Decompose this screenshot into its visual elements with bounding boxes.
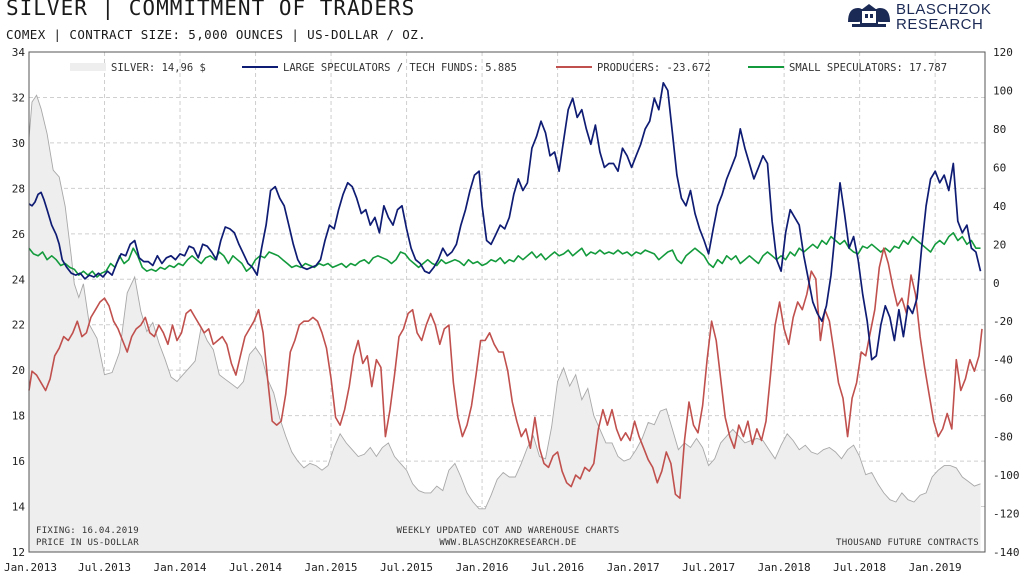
right-tick-label: -20 [993, 315, 1013, 328]
left-tick-label: 18 [12, 410, 25, 423]
x-tick-label: Jul.2018 [833, 561, 886, 574]
left-tick-label: 16 [12, 455, 25, 468]
x-tick-label: Jan.2018 [758, 561, 811, 574]
left-tick-label: 24 [12, 273, 26, 286]
legend-silver-label: SILVER: 14,96 $ [111, 62, 206, 74]
x-tick-label: Jul.2016 [531, 561, 584, 574]
large-speculators-line [28, 81, 982, 361]
x-tick-label: Jan.2013 [4, 561, 57, 574]
chart-title: SILVER | COMMITMENT OF TRADERS [6, 0, 416, 20]
left-tick-label: 14 [12, 501, 26, 514]
right-axis: 120 100 80 60 40 20 0 -20 -40 -60 -80 -100 -120 -140 [993, 46, 1020, 559]
left-tick-label: 22 [12, 319, 25, 332]
x-tick-label: Jan.2014 [154, 561, 207, 574]
right-tick-label: -40 [993, 354, 1013, 367]
left-tick-label: 20 [12, 364, 25, 377]
legend-large-speculators-swatch [242, 66, 278, 68]
legend-small-speculators-swatch [748, 66, 784, 68]
right-tick-label: 0 [993, 277, 1000, 290]
x-tick-label: Jul.2013 [78, 561, 131, 574]
x-axis: Jan.2013 Jul.2013 Jan.2014 Jul.2014 Jan.2015… [4, 561, 962, 574]
right-tick-label: 100 [993, 84, 1013, 97]
right-tick-label: 60 [993, 161, 1006, 174]
chart-subtitle: COMEX | CONTRACT SIZE: 5,000 OUNCES | US… [6, 27, 427, 42]
series-lines-layer [28, 81, 983, 499]
right-tick-label: 40 [993, 200, 1006, 213]
x-tick-label: Jul.2015 [380, 561, 433, 574]
brand-line-1: BLASCHZOK [896, 1, 992, 18]
left-tick-label: 32 [12, 91, 25, 104]
x-tick-label: Jan.2016 [456, 561, 509, 574]
footer-website: WWW.BLASCHZOKRESEARCH.DE [439, 538, 576, 548]
plot-frame [28, 51, 986, 553]
legend-producers-label: PRODUCERS: -23.672 [597, 62, 711, 74]
left-tick-label: 30 [12, 137, 25, 150]
legend-silver-swatch [70, 63, 106, 71]
legend-producers-swatch [556, 66, 592, 68]
footer-fixing: FIXING: 16.04.2019 [36, 526, 139, 536]
small-speculators-line [28, 232, 981, 278]
x-tick-label: Jan.2017 [607, 561, 660, 574]
left-tick-label: 26 [12, 228, 25, 241]
x-tick-label: Jul.2014 [229, 561, 282, 574]
silver-price-line [28, 94, 981, 510]
right-tick-label: -140 [993, 546, 1020, 559]
left-axis: 12 14 16 18 20 22 24 26 28 30 32 34 [12, 46, 26, 559]
right-tick-label: -100 [993, 469, 1020, 482]
right-tick-label: 20 [993, 238, 1006, 251]
brand-emblem-icon [848, 4, 890, 27]
left-tick-label: 28 [12, 182, 25, 195]
silver-area-layer [28, 94, 981, 552]
right-tick-label: -120 [993, 508, 1020, 521]
x-tick-label: Jan.2015 [305, 561, 358, 574]
left-tick-label: 34 [12, 46, 26, 59]
brand-logo: BLASCHZOK RESEARCH [846, 2, 1024, 34]
brand-name: BLASCHZOK RESEARCH [896, 2, 991, 32]
silver-price-area [29, 95, 981, 552]
right-tick-label: -60 [993, 392, 1013, 405]
footer-contract-unit: THOUSAND FUTURE CONTRACTS [836, 538, 979, 548]
brand-line-2: RESEARCH [896, 16, 984, 33]
x-tick-label: Jul.2017 [682, 561, 735, 574]
left-tick-label: 12 [12, 546, 25, 559]
x-tick-label: Jan.2019 [909, 561, 962, 574]
legend-large-speculators-label: LARGE SPECULATORS / TECH FUNDS: 5.885 [283, 62, 517, 74]
right-tick-label: 120 [993, 46, 1013, 59]
legend-small-speculators-label: SMALL SPECULATORS: 17.787 [789, 62, 947, 74]
footer-price-unit: PRICE IN US-DOLLAR [36, 538, 139, 548]
footer-weekly-charts: WEEKLY UPDATED COT AND WAREHOUSE CHARTS [396, 526, 619, 536]
legend: SILVER: 14,96 $ LARGE SPECULATORS / TECH … [70, 62, 947, 74]
right-tick-label: -80 [993, 431, 1013, 444]
right-tick-label: 80 [993, 123, 1006, 136]
